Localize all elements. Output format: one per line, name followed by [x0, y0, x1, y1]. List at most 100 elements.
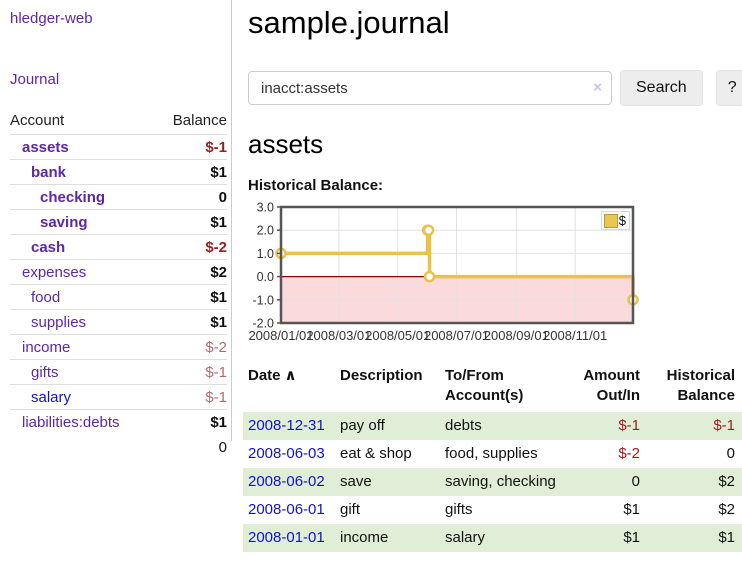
y-axis-label: 0.0	[257, 270, 274, 284]
date-column-header[interactable]: Date ∧	[248, 367, 297, 384]
account-name-cell: saving	[10, 209, 156, 235]
account-row: salary $-1	[10, 384, 227, 410]
balance-cell: $2	[718, 501, 735, 518]
data-point-marker	[422, 224, 435, 236]
sidebar-account-link[interactable]: gifts	[31, 364, 59, 381]
sidebar-account-link[interactable]: supplies	[31, 314, 87, 331]
sidebar-account-link[interactable]: food	[31, 289, 61, 306]
description-column-header: Description	[340, 367, 423, 384]
account-row: income $-2	[10, 334, 227, 360]
sidebar-account-link[interactable]: salary	[31, 389, 72, 406]
amount-cell-td: $1	[568, 496, 648, 524]
account-balance: $1	[155, 159, 227, 185]
sidebar-item-journal[interactable]: Journal	[10, 71, 60, 88]
data-point-marker	[423, 270, 436, 283]
account-balance: $1	[155, 409, 227, 434]
account-row: saving $1	[10, 209, 227, 235]
chart-legend: $	[600, 211, 630, 230]
help-button[interactable]: ?	[715, 70, 742, 106]
account-name-cell: supplies	[10, 309, 156, 335]
description-cell-td: gift	[340, 496, 445, 524]
register-body: 2008-12-31 pay off debts $-1 $-1 2008-06-03 ea…	[243, 412, 742, 552]
account-balance: 0	[155, 184, 227, 210]
register-row[interactable]: 2008-01-01 income salary $1 $1	[243, 524, 742, 552]
account-row: bank $1	[10, 159, 227, 185]
y-axis-label: -2.0	[252, 317, 274, 331]
date-link[interactable]: 2008-01-01	[248, 529, 325, 546]
account-balance: $-1	[205, 139, 227, 156]
description-cell: pay off	[340, 417, 385, 434]
date-link[interactable]: 2008-06-03	[248, 445, 325, 462]
clear-search-icon[interactable]: ×	[593, 79, 602, 96]
register-row[interactable]: 2008-06-02 save saving, checking 0 $2	[243, 468, 742, 496]
amount-cell: $-2	[618, 445, 640, 462]
x-axis-label: 2008/01/01	[248, 328, 313, 343]
register-row[interactable]: 2008-06-03 eat & shop food, supplies $-2 0	[243, 440, 742, 468]
balance-cell: $-1	[713, 417, 735, 434]
brand-link[interactable]: hledger-web	[10, 10, 93, 27]
register-row[interactable]: 2008-12-31 pay off debts $-1 $-1	[243, 412, 742, 440]
account-balance: $-2	[155, 334, 227, 360]
date-link[interactable]: 2008-12-31	[248, 417, 325, 434]
account-name-cell: gifts	[10, 359, 156, 385]
x-axis-label: 2008/09/01	[484, 328, 549, 343]
tofrom-cell: salary	[445, 529, 486, 546]
account-name-cell: liabilities:debts	[10, 409, 156, 434]
account-row: liabilities:debts $1	[10, 409, 227, 434]
sidebar-account-link[interactable]: checking	[40, 189, 106, 206]
date-link-td: 2008-06-02	[243, 468, 340, 496]
sidebar: hledger-web Journal Account Balance asse…	[0, 0, 232, 456]
account-balance: $-1	[155, 359, 227, 385]
sidebar-account-link[interactable]: income	[22, 339, 71, 356]
description-cell-td: save	[340, 468, 445, 496]
page-title: sample.journal	[248, 5, 450, 40]
tofrom-cell-td: debts	[445, 412, 568, 440]
sidebar-accounts-body: assets $-1 bank $1 checking 0 saving $1 cash $-2 e…	[10, 135, 227, 434]
date-link-td: 2008-06-01	[243, 496, 340, 524]
chart-canvas: 3.0 2.0 1.0 0.0 -1.0 -2.02008/01/012008/03/01…	[248, 201, 639, 343]
x-axis-label: 2008/07/01	[424, 328, 489, 343]
balance-cell-td: $-1	[648, 412, 742, 440]
x-axis-label: 2008/03/01	[306, 328, 371, 343]
account-heading: assets	[248, 129, 324, 159]
search-button[interactable]: Search	[620, 70, 703, 106]
description-cell-td: eat & shop	[340, 440, 445, 468]
search-input[interactable]	[248, 71, 612, 105]
account-name-cell: assets	[10, 135, 155, 160]
amount-cell: $-1	[618, 417, 640, 434]
sidebar-account-link[interactable]: liabilities:debts	[22, 414, 120, 431]
tofrom-column-header: To/From Account(s)	[445, 367, 524, 404]
account-balance: $1	[155, 309, 227, 335]
date-link[interactable]: 2008-06-01	[248, 501, 325, 518]
account-balance-table: Account Balance assets $-1 bank $1 checking 0…	[10, 109, 227, 461]
chart-title: Historical Balance:	[248, 177, 384, 194]
balance-cell: $1	[718, 529, 735, 546]
x-axis-label: 2008/11/01	[543, 328, 607, 343]
description-cell: save	[340, 473, 372, 490]
sidebar-account-link[interactable]: expenses	[22, 264, 87, 281]
amount-cell: $1	[623, 529, 640, 546]
account-name-cell: salary	[10, 384, 156, 410]
y-axis-label: 1.0	[257, 247, 274, 261]
description-cell: gift	[340, 501, 361, 518]
legend-label: $	[618, 213, 626, 228]
balance-column-header: Balance	[155, 109, 227, 135]
amount-column-header: Amount Out/In	[583, 367, 640, 404]
y-axis-label: 2.0	[257, 224, 274, 238]
sidebar-account-link[interactable]: cash	[31, 239, 66, 256]
account-row: cash $-2	[10, 234, 227, 260]
sidebar-account-link[interactable]: saving	[40, 214, 88, 231]
date-link-td: 2008-01-01	[243, 524, 340, 552]
total-spacer	[10, 434, 155, 461]
description-cell-td: income	[340, 524, 445, 552]
account-balance: $2	[155, 259, 227, 285]
y-axis-label: 3.0	[257, 201, 274, 215]
account-balance: $1	[155, 209, 227, 235]
date-link[interactable]: 2008-06-02	[248, 473, 325, 490]
sidebar-account-link[interactable]: bank	[31, 164, 67, 181]
register-row[interactable]: 2008-06-01 gift gifts $1 $2	[243, 496, 742, 524]
account-row: supplies $1	[10, 309, 227, 335]
sidebar-account-link[interactable]: assets	[22, 139, 69, 156]
balance-column-header-register: Historical Balance	[666, 367, 735, 404]
tofrom-cell-td: food, supplies	[445, 440, 568, 468]
